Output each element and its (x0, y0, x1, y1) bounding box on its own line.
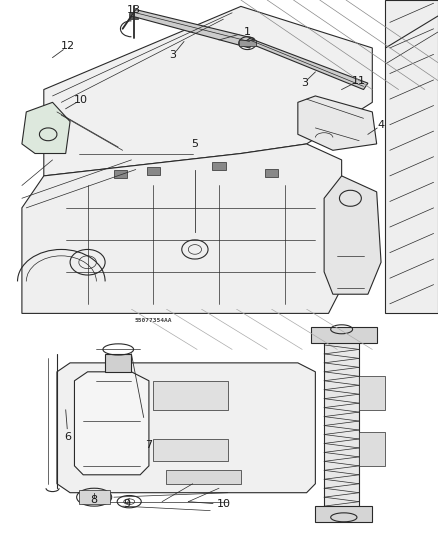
Polygon shape (298, 96, 377, 150)
Polygon shape (311, 327, 377, 343)
Text: 3: 3 (301, 77, 308, 87)
Polygon shape (212, 163, 226, 170)
Polygon shape (129, 13, 138, 19)
Polygon shape (265, 169, 278, 176)
Polygon shape (114, 171, 127, 178)
Text: 8: 8 (91, 495, 98, 505)
Text: 7: 7 (145, 440, 152, 449)
Polygon shape (147, 167, 160, 175)
Polygon shape (315, 506, 372, 522)
Text: 55077354AA: 55077354AA (134, 318, 172, 323)
Text: 1: 1 (244, 27, 251, 37)
Polygon shape (44, 6, 372, 176)
Text: 6: 6 (64, 432, 71, 442)
Polygon shape (245, 38, 368, 90)
Polygon shape (57, 363, 315, 492)
Text: 5: 5 (191, 139, 198, 149)
Polygon shape (131, 10, 254, 48)
Text: 9: 9 (124, 499, 131, 510)
Text: 3: 3 (170, 50, 177, 60)
Polygon shape (22, 102, 70, 154)
Text: 13: 13 (127, 5, 141, 14)
Polygon shape (79, 490, 110, 504)
Text: 12: 12 (61, 42, 75, 51)
Text: 10: 10 (74, 95, 88, 105)
Text: 11: 11 (352, 76, 366, 86)
Polygon shape (153, 381, 228, 410)
Polygon shape (153, 439, 228, 462)
Polygon shape (166, 470, 241, 484)
Polygon shape (239, 40, 256, 46)
Polygon shape (385, 0, 438, 313)
Polygon shape (74, 372, 149, 475)
Polygon shape (22, 144, 342, 313)
Text: 4: 4 (378, 120, 385, 131)
Polygon shape (359, 376, 385, 410)
Polygon shape (359, 432, 385, 466)
Text: 10: 10 (216, 499, 230, 510)
Polygon shape (324, 332, 359, 511)
Polygon shape (324, 176, 381, 294)
Polygon shape (105, 354, 131, 372)
